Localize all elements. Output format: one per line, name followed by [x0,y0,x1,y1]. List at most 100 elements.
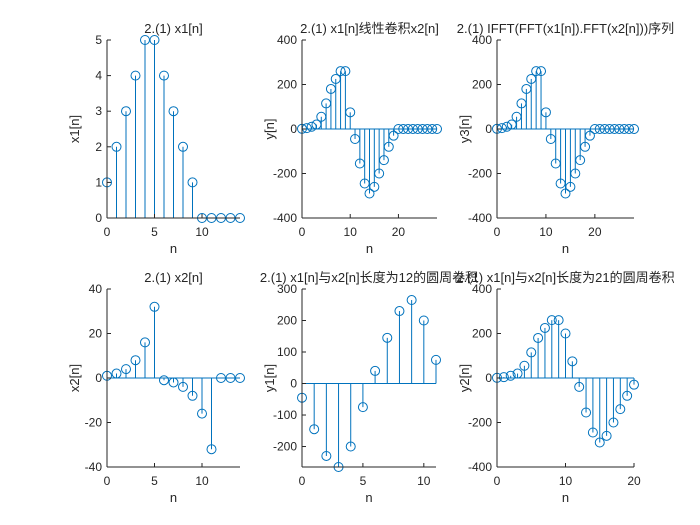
stem-marker [539,322,550,333]
stem-marker [570,168,581,179]
stem-marker [608,417,619,428]
stem-marker [393,124,404,134]
stem-marker [111,368,122,379]
y-tick-label: 0 [290,377,297,391]
x-axis-label: n [170,490,177,505]
stem-marker [619,124,630,134]
stem-marker [567,356,578,367]
stem-marker [581,407,592,418]
stem-marker [622,390,633,401]
y-tick-label: 200 [472,327,492,341]
x-tick-label: 20 [627,474,641,488]
y-axis-label: x2[n] [67,364,82,392]
stem-marker [168,377,179,388]
x-axis-label: n [365,490,372,505]
stem-marker [431,354,441,365]
y-axis-label: y2[n] [457,364,472,392]
y-tick-label: 20 [89,327,103,341]
stem-marker [553,315,564,326]
y-tick-label: 2 [95,140,102,154]
y-tick-label: 200 [277,314,297,328]
x-tick-label: 0 [104,225,111,239]
stem-marker [235,373,245,383]
y-tick-label: 40 [89,282,103,296]
x-tick-label: 5 [151,474,158,488]
stem-marker [624,124,635,134]
x-tick-label: 0 [104,474,111,488]
y-tick-label: -40 [85,460,103,474]
stem-marker [345,441,356,452]
y-tick-label: 1 [95,175,102,189]
stem-marker [565,181,576,192]
stem-marker [584,130,595,141]
y-tick-label: 400 [472,282,492,296]
y-tick-label: 400 [277,33,297,47]
stem-marker [614,124,625,134]
y-axis-label: y3[n] [457,115,472,143]
stem-marker [546,315,557,326]
stem-marker [374,168,385,179]
y-tick-label: 0 [95,371,102,385]
stem-marker [406,295,417,306]
y-tick-label: 200 [277,78,297,92]
stem-marker [560,328,571,339]
y-tick-label: 300 [277,282,297,296]
stem-marker [604,124,615,134]
stem-marker [370,365,381,376]
stem-marker [574,381,585,392]
y-axis-label: x1[n] [67,115,82,143]
stem-marker [432,124,442,134]
y-tick-label: -200 [273,440,297,454]
stem-marker [178,141,188,152]
stem-marker [422,124,433,134]
stem-marker [505,370,516,381]
y-tick-label: -100 [273,408,297,422]
stem-marker [587,427,598,438]
x-tick-label: 0 [299,474,306,488]
stem-marker [601,430,612,441]
subplot-title: 2.(1) x1[n] [144,21,203,36]
x-tick-label: 0 [299,225,306,239]
stem-marker [589,124,600,134]
x-tick-label: 10 [539,225,553,239]
y-tick-label: -200 [468,167,492,181]
stem-marker [345,107,356,118]
stem-marker [130,355,141,366]
x-tick-label: 10 [195,225,209,239]
y-tick-label: 0 [95,211,102,225]
y-tick-label: 100 [277,345,297,359]
stem-marker [629,379,639,390]
stem-marker [394,306,405,317]
stem-marker [540,107,551,118]
stem-marker [526,347,537,358]
stem-marker [357,402,368,413]
y-tick-label: -400 [468,460,492,474]
x-tick-label: 10 [559,474,573,488]
subplot-title: 2.(1) x1[n]与x2[n]长度为12的圆周卷积 [260,270,478,285]
stem-marker [197,408,207,419]
subplot-circular-convolution-21: 0 10 20 -400 -200 0 200 400 n y2[n] 2.(1) x1[n]与x2… [456,270,674,505]
y-tick-label: -200 [273,167,297,181]
x-tick-label: 5 [151,225,158,239]
x-axis-label: n [366,241,373,256]
stem-marker [121,364,131,375]
stem-marker [398,124,409,134]
subplot-title: 2.(1) x2[n] [144,270,203,285]
stem-marker [519,360,530,371]
stem-marker [382,332,393,343]
stem-marker [599,124,610,134]
x-axis-label: n [562,241,569,256]
x-tick-label: 10 [417,474,431,488]
y-tick-label: -200 [468,416,492,430]
stem-marker [383,141,394,152]
y-tick-label: -20 [85,416,103,430]
x-tick-label: 0 [494,474,501,488]
stem-marker [388,130,399,141]
subplot-x2: 0 5 10 -40 -20 0 20 40 n x2[n] 2.(1) x2[n] [67,270,245,505]
stem-marker [149,301,160,312]
stem-marker [594,124,605,134]
stem-marker [594,437,605,448]
stem-marker [498,372,509,383]
